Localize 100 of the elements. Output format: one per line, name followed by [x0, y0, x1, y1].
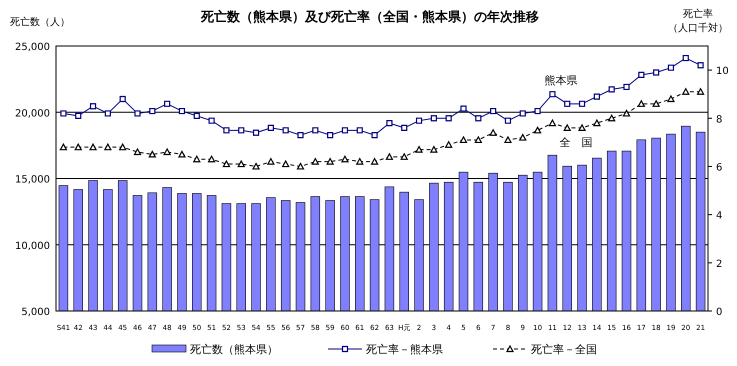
point — [490, 129, 497, 136]
point — [60, 144, 68, 150]
legend-死亡数（熊本県）: 死亡数（熊本県） — [152, 343, 278, 356]
legend-label: 死亡率－熊本県 — [366, 343, 443, 356]
point — [697, 62, 704, 68]
point — [401, 124, 408, 132]
legend-死亡率－熊本県: 死亡率－熊本県 — [328, 343, 443, 356]
point — [652, 100, 660, 107]
point — [622, 110, 630, 117]
point — [326, 158, 334, 165]
point — [682, 54, 689, 62]
point — [623, 84, 630, 90]
point — [504, 136, 512, 144]
point — [460, 136, 468, 144]
point — [208, 118, 215, 124]
point — [148, 150, 156, 158]
point — [119, 144, 126, 150]
point — [638, 100, 645, 107]
point — [416, 118, 422, 124]
point — [386, 153, 394, 160]
y-tick-label: 10,000 — [15, 240, 50, 252]
point — [504, 118, 512, 124]
point — [312, 158, 319, 165]
point — [400, 153, 408, 160]
point — [327, 132, 334, 138]
point — [178, 150, 186, 158]
point — [222, 160, 230, 168]
annotation: 熊本県 — [544, 74, 578, 87]
point — [474, 136, 482, 144]
point — [608, 86, 615, 92]
annotation: 全 国 — [560, 136, 593, 149]
point — [296, 162, 304, 170]
point — [548, 119, 556, 126]
y-tick-label: 25,000 — [15, 42, 50, 53]
point — [460, 106, 467, 112]
chart-title: 死亡数（熊本県）及び死亡率（全国・熊本県）の年次推移 — [200, 9, 539, 25]
point — [120, 96, 126, 102]
point — [519, 134, 526, 141]
point — [356, 158, 364, 165]
point — [312, 127, 318, 134]
point — [134, 148, 142, 156]
point — [475, 115, 482, 122]
legend-label: 死亡率－全国 — [531, 343, 597, 356]
y2-tick-label: 4 — [716, 210, 722, 222]
legend-label: 死亡数（熊本県） — [190, 343, 278, 356]
y2-tick-label: 0 — [716, 307, 722, 318]
point — [104, 144, 112, 150]
point — [638, 72, 644, 78]
point — [668, 64, 674, 71]
y2-tick-label: 2 — [716, 258, 722, 270]
y2-tick-label: 6 — [716, 162, 722, 174]
point — [149, 108, 156, 114]
point — [549, 91, 556, 98]
point — [282, 160, 290, 168]
point — [370, 158, 378, 165]
point — [268, 124, 274, 132]
point — [430, 115, 437, 122]
point — [90, 103, 96, 110]
point — [193, 156, 200, 162]
point — [534, 108, 541, 114]
y2-axis-title: 死亡率（人口千対） — [668, 8, 728, 34]
point — [682, 88, 690, 95]
point — [593, 119, 600, 126]
point — [164, 148, 171, 156]
point — [104, 110, 111, 117]
point — [60, 110, 67, 117]
point — [238, 160, 245, 168]
point — [208, 156, 216, 162]
point — [223, 127, 230, 134]
point — [238, 127, 244, 134]
point — [89, 144, 97, 150]
point — [415, 146, 423, 153]
point — [653, 69, 660, 76]
point — [252, 162, 260, 170]
point — [578, 100, 586, 107]
point — [534, 126, 542, 134]
y2-tick-label: 10 — [716, 66, 729, 78]
point — [194, 112, 200, 119]
point — [252, 130, 260, 136]
point — [520, 110, 526, 117]
point — [667, 95, 675, 102]
y-tick-label: 5,000 — [21, 307, 50, 318]
point — [371, 132, 378, 138]
point — [178, 108, 186, 114]
point — [267, 158, 274, 165]
point — [297, 132, 304, 138]
point — [356, 127, 363, 134]
point — [134, 110, 141, 117]
point — [594, 93, 600, 100]
point — [341, 156, 349, 162]
point — [446, 115, 452, 122]
legend-死亡率－全国: 死亡率－全国 — [492, 343, 597, 356]
y-tick-label: 20,000 — [15, 108, 50, 120]
y-tick-label: 15,000 — [15, 174, 50, 186]
point — [75, 112, 82, 119]
y2-tick-label: 8 — [716, 114, 722, 126]
point — [608, 114, 616, 122]
point — [74, 144, 82, 150]
point — [490, 108, 496, 114]
point — [696, 88, 704, 95]
